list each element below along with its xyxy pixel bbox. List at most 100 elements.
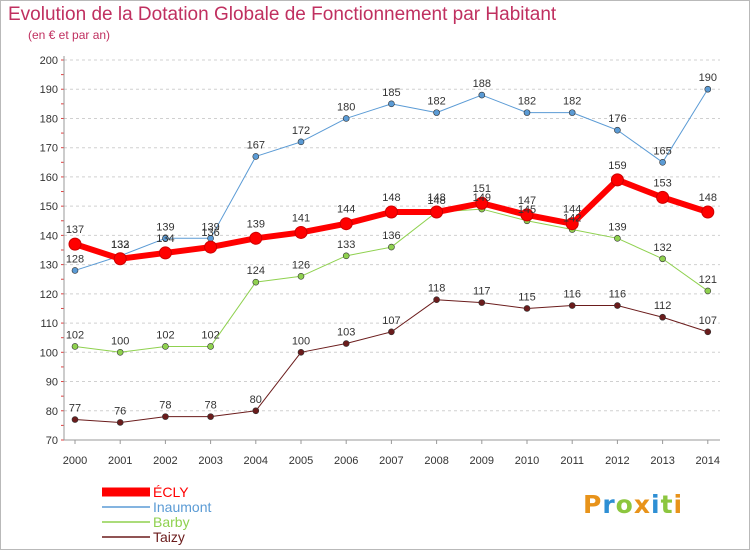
data-label: 144: [563, 204, 581, 216]
data-label: 145: [518, 204, 536, 216]
logo-letter: r: [602, 490, 616, 519]
data-label: 124: [247, 265, 265, 277]
data-point: [704, 287, 712, 295]
x-tick-label: 2014: [696, 455, 720, 467]
data-label: 132: [111, 239, 129, 251]
data-point: [520, 208, 534, 222]
data-label: 107: [382, 315, 400, 327]
data-point: [704, 328, 712, 336]
y-tick-label: 130: [40, 260, 58, 272]
data-label: 139: [201, 221, 219, 233]
data-label: 128: [66, 253, 84, 265]
data-label: 149: [473, 192, 491, 204]
legend-label: Barby: [153, 514, 190, 530]
data-point: [339, 217, 353, 231]
y-tick-label: 110: [40, 318, 58, 330]
data-label: 76: [114, 405, 126, 417]
data-label: 159: [608, 160, 626, 172]
data-label: 80: [250, 394, 262, 406]
data-label: 102: [156, 329, 174, 341]
legend-label: Inaumont: [153, 499, 211, 515]
data-label: 102: [66, 329, 84, 341]
data-label: 112: [654, 300, 672, 312]
data-label: 107: [699, 315, 717, 327]
x-tick-label: 2010: [515, 455, 539, 467]
data-point: [162, 343, 169, 350]
data-point: [162, 235, 169, 242]
data-point: [116, 419, 124, 426]
logo-letter: o: [615, 490, 634, 519]
data-label: 182: [427, 96, 445, 108]
data-label: 172: [292, 125, 310, 137]
data-point: [659, 255, 666, 263]
y-tick-label: 120: [40, 289, 58, 301]
data-label: 142: [563, 213, 581, 225]
x-tick-label: 2000: [63, 455, 87, 467]
data-point: [433, 109, 440, 116]
proxiti-logo: Proxiti: [583, 490, 683, 519]
data-label: 176: [608, 113, 626, 125]
data-label: 139: [608, 221, 626, 233]
y-tick-label: 180: [40, 113, 58, 125]
data-label: 139: [247, 218, 265, 230]
data-label: 134: [156, 233, 174, 245]
data-point: [71, 416, 79, 423]
data-point: [297, 138, 305, 146]
data-label: 100: [111, 335, 129, 347]
data-point: [71, 343, 79, 350]
y-tick-label: 90: [46, 377, 58, 389]
data-point: [207, 343, 214, 350]
data-point: [384, 205, 398, 219]
data-point: [388, 328, 395, 336]
x-tick-label: 2001: [108, 455, 132, 467]
data-label: 153: [653, 177, 671, 189]
logo-letter: P: [583, 490, 603, 519]
x-tick-label: 2009: [470, 455, 494, 467]
data-point: [523, 109, 531, 116]
y-tick-label: 140: [40, 230, 58, 242]
data-label: 133: [111, 239, 129, 251]
data-point: [388, 100, 395, 108]
data-label: 102: [201, 329, 219, 341]
data-point: [704, 85, 712, 93]
data-point: [614, 126, 621, 134]
x-tick-label: 2004: [244, 455, 268, 467]
y-tick-label: 80: [46, 406, 58, 418]
data-label: 115: [518, 291, 536, 303]
data-label: 133: [337, 239, 355, 251]
data-point: [342, 340, 350, 347]
x-tick-label: 2008: [424, 455, 448, 467]
data-point: [478, 91, 486, 99]
data-point: [701, 205, 715, 219]
logo-letter: i: [673, 490, 684, 519]
data-point: [388, 243, 395, 251]
data-point: [565, 217, 579, 231]
data-point: [614, 302, 621, 309]
data-label: 148: [699, 192, 717, 204]
x-tick-label: 2006: [334, 455, 358, 467]
data-point: [249, 231, 263, 245]
y-tick-label: 170: [40, 143, 58, 155]
axis-layer: 7080901001101201301401501601701801902002…: [40, 55, 720, 467]
x-tick-label: 2011: [560, 455, 584, 467]
data-label: 182: [518, 96, 536, 108]
data-point: [475, 196, 489, 210]
data-point: [568, 302, 576, 309]
data-point: [116, 349, 124, 356]
y-tick-label: 160: [40, 172, 58, 184]
data-label: 117: [473, 286, 491, 298]
data-label: 180: [337, 101, 355, 113]
data-point: [204, 240, 218, 254]
data-label: 148: [382, 192, 400, 204]
data-point: [433, 296, 440, 303]
x-tick-label: 2007: [379, 455, 403, 467]
data-label: 148: [427, 195, 445, 207]
data-label: 116: [609, 289, 627, 301]
x-tick-label: 2002: [153, 455, 177, 467]
data-point: [656, 190, 670, 204]
y-tick-label: 70: [46, 435, 58, 447]
data-label: 118: [428, 283, 446, 295]
